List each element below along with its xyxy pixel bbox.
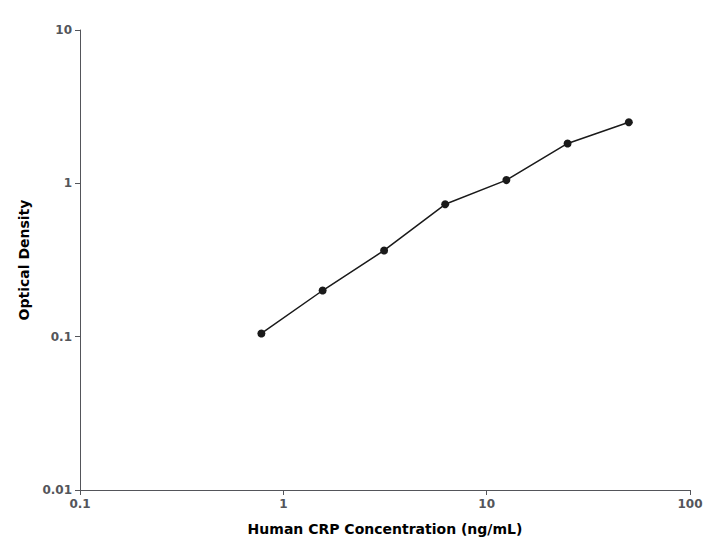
svg-text:10: 10 <box>478 497 495 511</box>
svg-text:0.1: 0.1 <box>69 497 90 511</box>
svg-text:100: 100 <box>677 497 702 511</box>
svg-text:Human CRP Concentration (ng/mL: Human CRP Concentration (ng/mL) <box>248 521 523 537</box>
svg-text:0.01: 0.01 <box>42 483 72 497</box>
svg-text:Optical Density: Optical Density <box>16 200 32 321</box>
svg-text:10: 10 <box>55 23 72 37</box>
svg-text:1: 1 <box>64 176 72 190</box>
svg-text:0.1: 0.1 <box>51 330 72 344</box>
svg-text:1: 1 <box>279 497 287 511</box>
